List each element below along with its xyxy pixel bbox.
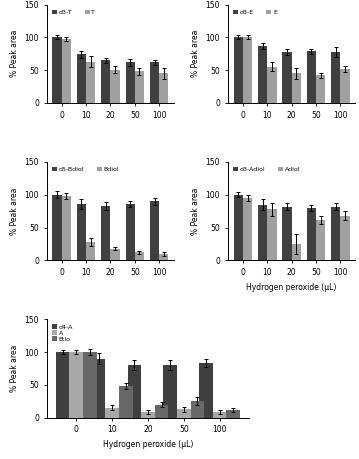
Bar bbox=[83, 352, 97, 418]
Bar bbox=[292, 244, 301, 260]
Bar bbox=[52, 195, 62, 260]
Bar bbox=[267, 67, 276, 103]
Bar bbox=[62, 196, 71, 260]
Bar bbox=[150, 62, 159, 103]
Bar bbox=[331, 52, 340, 103]
Bar bbox=[119, 386, 132, 418]
Legend: d3-E, E: d3-E, E bbox=[231, 8, 279, 17]
Bar bbox=[105, 408, 119, 418]
Legend: d3-T, T: d3-T, T bbox=[50, 8, 97, 17]
Bar bbox=[227, 410, 240, 418]
X-axis label: Hydrogen peroxide (μL): Hydrogen peroxide (μL) bbox=[103, 440, 193, 449]
Bar bbox=[163, 365, 177, 418]
Bar bbox=[191, 401, 204, 418]
Y-axis label: % Peak area: % Peak area bbox=[10, 187, 19, 235]
Bar bbox=[92, 358, 105, 418]
Bar bbox=[316, 220, 325, 260]
Bar bbox=[307, 208, 316, 260]
Bar bbox=[340, 216, 350, 260]
Bar bbox=[141, 413, 155, 418]
Bar bbox=[150, 202, 159, 260]
Bar bbox=[126, 204, 135, 260]
Bar bbox=[234, 37, 243, 103]
Bar bbox=[258, 205, 267, 260]
Bar bbox=[77, 204, 86, 260]
Bar bbox=[243, 37, 252, 103]
Bar bbox=[283, 52, 292, 103]
Legend: d4-A, A, Etio: d4-A, A, Etio bbox=[50, 323, 75, 344]
Bar bbox=[101, 206, 111, 260]
Bar bbox=[234, 195, 243, 260]
Bar bbox=[126, 62, 135, 103]
Bar bbox=[258, 46, 267, 103]
Bar bbox=[307, 51, 316, 103]
Bar bbox=[213, 412, 227, 418]
Bar bbox=[77, 55, 86, 103]
Y-axis label: % Peak area: % Peak area bbox=[10, 30, 19, 78]
Y-axis label: % Peak area: % Peak area bbox=[10, 345, 19, 392]
Bar bbox=[316, 75, 325, 103]
X-axis label: Hydrogen peroxide (μL): Hydrogen peroxide (μL) bbox=[246, 282, 337, 291]
Bar bbox=[111, 69, 120, 103]
Bar bbox=[101, 60, 111, 103]
Bar bbox=[340, 69, 350, 103]
Y-axis label: % Peak area: % Peak area bbox=[191, 30, 200, 78]
Bar bbox=[155, 404, 168, 418]
Bar bbox=[70, 352, 83, 418]
Bar bbox=[62, 39, 71, 103]
Bar bbox=[86, 242, 95, 260]
Bar bbox=[199, 363, 213, 418]
Bar bbox=[243, 198, 252, 260]
Bar bbox=[111, 248, 120, 260]
Bar bbox=[292, 73, 301, 103]
Bar bbox=[52, 37, 62, 103]
Legend: d5-Bdiol, Bdiol: d5-Bdiol, Bdiol bbox=[50, 165, 121, 174]
Bar bbox=[177, 409, 191, 418]
Bar bbox=[331, 207, 340, 260]
Bar bbox=[127, 365, 141, 418]
Bar bbox=[86, 62, 95, 103]
Bar bbox=[135, 252, 144, 260]
Bar bbox=[159, 73, 168, 103]
Bar bbox=[267, 209, 276, 260]
Y-axis label: % Peak area: % Peak area bbox=[191, 187, 200, 235]
Bar bbox=[56, 352, 70, 418]
Bar bbox=[159, 254, 168, 260]
Bar bbox=[135, 72, 144, 103]
Legend: d3-Adiol, Adiol: d3-Adiol, Adiol bbox=[231, 165, 302, 174]
Bar bbox=[283, 207, 292, 260]
